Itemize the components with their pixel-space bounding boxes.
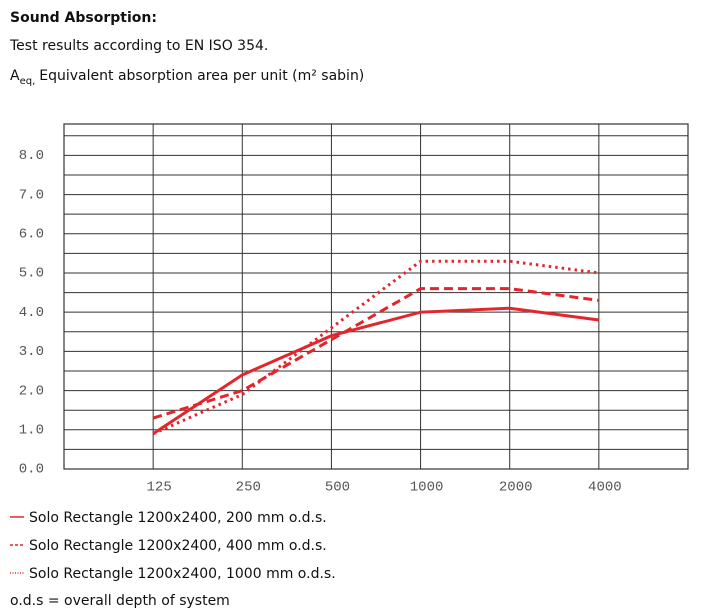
y-tick-label: 1.0 bbox=[19, 422, 44, 438]
y-tick-label: 8.0 bbox=[19, 148, 44, 164]
chart-title: Sound Absorption: bbox=[10, 10, 157, 26]
y-tick-label: 2.0 bbox=[19, 383, 44, 399]
series-line bbox=[152, 306, 600, 435]
footnote: o.d.s = overall depth of system bbox=[10, 593, 230, 609]
y-label-symbol: A bbox=[10, 68, 20, 84]
y-tick-label: 7.0 bbox=[19, 187, 44, 203]
legend-label: Solo Rectangle 1200x2400, 1000 mm o.d.s. bbox=[29, 566, 336, 582]
plot-frame bbox=[63, 123, 689, 470]
y-tick-label: 5.0 bbox=[19, 266, 44, 282]
x-tick-label: 1000 bbox=[410, 480, 444, 496]
x-tick-label: 4000 bbox=[588, 480, 622, 496]
x-tick-label: 2000 bbox=[499, 480, 533, 496]
x-tick-label: 250 bbox=[236, 480, 261, 496]
x-tick-label: 125 bbox=[147, 480, 172, 496]
series-line bbox=[152, 287, 600, 420]
series-line bbox=[152, 259, 600, 436]
y-axis-label: Aeq, Equivalent absorption area per unit … bbox=[10, 68, 364, 87]
legend-label: Solo Rectangle 1200x2400, 200 mm o.d.s. bbox=[29, 510, 327, 526]
y-tick-label: 0.0 bbox=[19, 462, 44, 478]
y-label-subscript: eq, bbox=[20, 76, 36, 87]
y-tick-label: 3.0 bbox=[19, 344, 44, 360]
y-tick-label: 6.0 bbox=[19, 226, 44, 242]
y-tick-label: 4.0 bbox=[19, 305, 44, 321]
x-tick-label: 500 bbox=[325, 480, 350, 496]
subtitle: Test results according to EN ISO 354. bbox=[9, 38, 268, 54]
legend-label: Solo Rectangle 1200x2400, 400 mm o.d.s. bbox=[29, 538, 327, 554]
y-label-text: Equivalent absorption area per unit (m² … bbox=[39, 68, 364, 84]
